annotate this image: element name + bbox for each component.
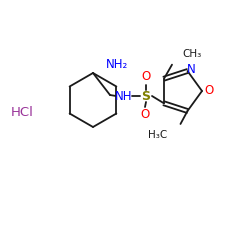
- Text: N: N: [187, 62, 196, 76]
- Text: O: O: [204, 84, 214, 98]
- Text: O: O: [140, 108, 149, 122]
- Text: S: S: [142, 90, 150, 102]
- Text: CH₃: CH₃: [182, 49, 201, 59]
- Text: NH: NH: [115, 90, 133, 102]
- Text: HCl: HCl: [10, 106, 34, 118]
- Text: NH₂: NH₂: [106, 58, 128, 70]
- Text: O: O: [142, 70, 150, 84]
- Text: H₃C: H₃C: [148, 130, 168, 140]
